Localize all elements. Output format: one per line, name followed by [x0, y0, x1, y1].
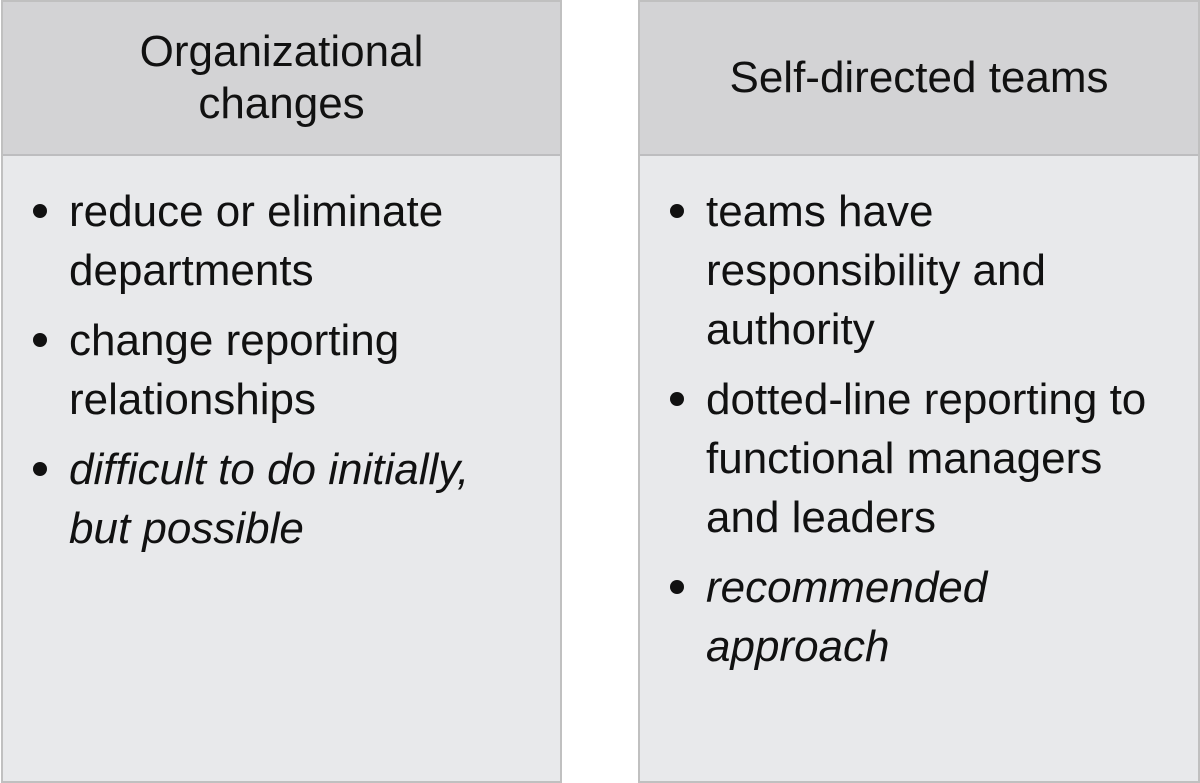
list-item: reduce or eliminate departments: [25, 182, 560, 300]
list-item: change reporting relationships: [25, 311, 560, 429]
bullet-icon: [33, 462, 47, 476]
list-item: dotted-line reporting to functional mana…: [662, 370, 1198, 547]
bullet-list: teams have responsibility and authority …: [640, 156, 1198, 676]
bullet-icon: [670, 204, 684, 218]
list-item: recommended approach: [662, 558, 1198, 676]
bullet-icon: [670, 392, 684, 406]
panel-title: Self-directed teams: [729, 53, 1109, 102]
list-item-text: recommended approach: [706, 563, 988, 671]
bullet-icon: [33, 204, 47, 218]
list-item-text: dotted-line reporting to functional mana…: [706, 375, 1147, 542]
list-item-text: reduce or eliminate departments: [69, 187, 444, 295]
list-item-text: teams have responsibility and authority: [706, 187, 1046, 354]
list-item: teams have responsibility and authority: [662, 182, 1198, 359]
bullet-icon: [670, 580, 684, 594]
list-item-text: change reporting relationships: [69, 316, 400, 424]
panel-title: Organizational changes: [139, 27, 424, 128]
panel-header: Organizational changes: [3, 2, 560, 156]
panel-header: Self-directed teams: [640, 2, 1198, 156]
bullet-list: reduce or eliminate departments change r…: [3, 156, 560, 558]
organizational-changes-panel: Organizational changes reduce or elimina…: [1, 0, 562, 783]
self-directed-teams-panel: Self-directed teams teams have responsib…: [638, 0, 1200, 783]
list-item: difficult to do initially, but possible: [25, 440, 560, 558]
bullet-icon: [33, 333, 47, 347]
list-item-text: difficult to do initially, but possible: [69, 445, 470, 553]
